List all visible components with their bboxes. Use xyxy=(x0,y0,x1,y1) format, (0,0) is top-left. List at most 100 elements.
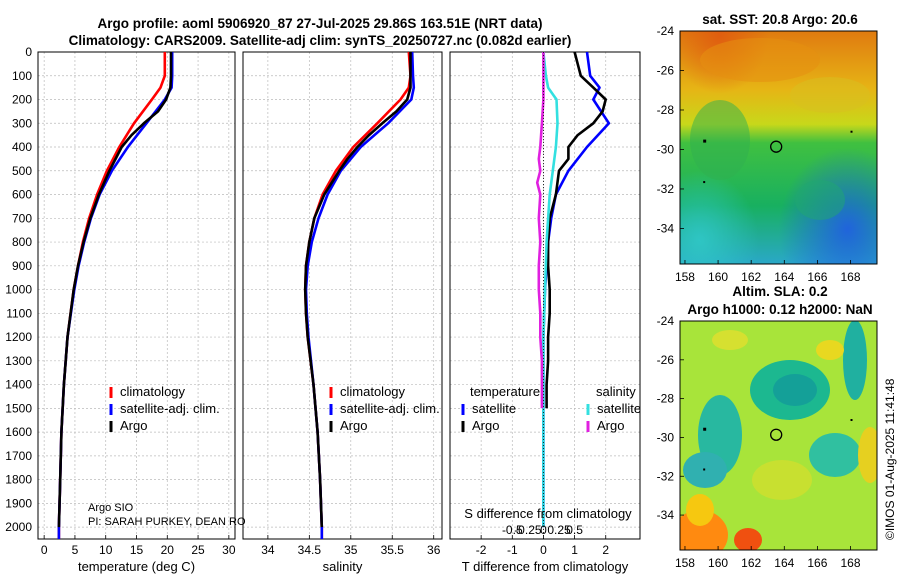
credit-line-2: PI: SARAH PURKEY, DEAN RO xyxy=(88,516,246,528)
land-speck xyxy=(850,419,853,422)
series-line-temperature-argo xyxy=(545,51,608,409)
map-xtick-label: 162 xyxy=(741,556,761,570)
sla-map-title-2: Argo h1000: 0.12 h2000: NaN xyxy=(687,302,872,317)
title-line-1: Argo profile: aoml 5906920_87 27-Jul-202… xyxy=(98,16,543,31)
xtick-label: 35 xyxy=(344,543,358,557)
ytick-label: 200 xyxy=(12,93,32,107)
ytick-label: 1800 xyxy=(5,473,32,487)
ytick-label: 0 xyxy=(25,45,32,59)
map-ytick-label: -32 xyxy=(657,182,675,196)
land-speck xyxy=(703,427,707,431)
legend-label: satellite xyxy=(597,401,641,416)
map-ytick-label: -28 xyxy=(657,392,675,406)
axes-frame xyxy=(37,51,236,540)
legend-label: Argo xyxy=(472,418,499,433)
ytick-label: 1900 xyxy=(5,496,32,510)
xtick-label: 0 xyxy=(540,543,547,557)
temperature-panel: 0100200300400500600700800900100011001200… xyxy=(5,45,236,574)
xtick-label: 2 xyxy=(602,543,609,557)
imos-watermark: ©IMOS 01-Aug-2025 11:41:48 xyxy=(883,378,897,540)
title-line-2: Climatology: CARS2009. Satellite-adj cli… xyxy=(69,33,572,48)
xaxis-label: salinity xyxy=(323,559,363,574)
series-line-salinity-argo xyxy=(535,52,545,409)
ytick-label: 1400 xyxy=(5,378,32,392)
ytick-label: 1100 xyxy=(6,306,32,320)
xtick-label: -2 xyxy=(476,543,487,557)
map-ytick-label: -26 xyxy=(657,63,675,77)
map-xtick-label: 166 xyxy=(807,270,827,284)
xaxis-label: T difference from climatology xyxy=(462,559,629,574)
axes-frame xyxy=(242,51,443,540)
xtick-label: 35.5 xyxy=(381,543,405,557)
legend-group-title: temperature xyxy=(470,384,540,399)
map-ytick-label: -24 xyxy=(657,314,675,328)
secondary-xtick-label: 0 xyxy=(540,523,547,537)
ytick-label: 500 xyxy=(12,164,32,178)
series-line-climatology xyxy=(303,51,412,539)
xtick-label: 20 xyxy=(161,543,175,557)
xtick-label: 34.5 xyxy=(298,543,322,557)
secondary-xtick-label: -0.25 xyxy=(514,523,542,537)
credit-line-1: Argo SIO xyxy=(88,502,134,514)
xtick-label: 34 xyxy=(261,543,275,557)
map-xtick-label: 164 xyxy=(774,270,794,284)
ytick-label: 900 xyxy=(12,259,32,273)
sst-map-title: sat. SST: 20.8 Argo: 20.6 xyxy=(702,12,858,27)
map-ytick-label: -34 xyxy=(657,221,675,235)
legend-label: satellite-adj. clim. xyxy=(120,401,220,416)
ytick-label: 600 xyxy=(12,188,32,202)
series-line-satellite-adj-clim- xyxy=(304,51,416,539)
map-xtick-label: 166 xyxy=(807,556,827,570)
xtick-label: 0 xyxy=(41,543,48,557)
legend-label: satellite-adj. clim. xyxy=(340,401,440,416)
xaxis-label: temperature (deg C) xyxy=(78,559,195,574)
map-xtick-label: 168 xyxy=(840,556,860,570)
map-xtick-label: 168 xyxy=(840,270,860,284)
secondary-xtick-label: 0.5 xyxy=(566,523,583,537)
map-xtick-label: 162 xyxy=(741,270,761,284)
legend-label: satellite xyxy=(472,401,516,416)
series-line-argo xyxy=(303,52,412,528)
legend-label: Argo xyxy=(597,418,624,433)
secondary-xtick-label: 0.25 xyxy=(547,523,571,537)
xtick-label: 15 xyxy=(130,543,144,557)
ytick-label: 700 xyxy=(12,211,32,225)
ytick-label: 1600 xyxy=(5,425,32,439)
sst-map-panel: 158 160 162 164 166 168 -24 -26 -28 -30 -32 -34 xyxy=(657,24,878,284)
ytick-label: 1000 xyxy=(5,283,32,297)
xtick-label: 10 xyxy=(99,543,113,557)
legend-label: Argo xyxy=(340,418,367,433)
xtick-label: 1 xyxy=(571,543,578,557)
legend-label: Argo xyxy=(120,418,147,433)
legend-label: climatology xyxy=(340,384,406,399)
ytick-label: 2000 xyxy=(5,520,32,534)
argo-float-marker xyxy=(770,140,783,153)
sla-field xyxy=(680,321,877,550)
axes-frame xyxy=(449,51,641,540)
difference-panel: -2 -1 0 1 2 T difference from climatology -0.5… xyxy=(449,51,641,574)
sla-map-panel: 158 160 162 164 166 168 -24 -26 -28 -30 -32 -34 xyxy=(657,314,878,570)
map-xtick-label: 158 xyxy=(675,270,695,284)
xtick-label: 5 xyxy=(72,543,79,557)
salinity-panel: 34 34.5 35 35.5 36 salinity climatology satelli… xyxy=(242,51,443,574)
xtick-label: 30 xyxy=(222,543,236,557)
xtick-label: 25 xyxy=(191,543,205,557)
map-xtick-label: 164 xyxy=(774,556,794,570)
map-xtick-label: 158 xyxy=(675,556,695,570)
series-line-argo xyxy=(57,52,173,528)
land-speck xyxy=(703,181,706,184)
map-ytick-label: -30 xyxy=(657,430,675,444)
ytick-label: 1300 xyxy=(5,354,32,368)
ytick-label: 400 xyxy=(12,140,32,154)
map-ytick-label: -34 xyxy=(657,508,675,522)
ytick-label: 1500 xyxy=(5,401,32,415)
map-xtick-label: 160 xyxy=(708,270,728,284)
ytick-label: 1700 xyxy=(5,449,32,463)
map-ytick-label: -32 xyxy=(657,469,675,483)
series-line-salinity-satellite xyxy=(542,51,559,528)
legend-group-title: salinity xyxy=(596,384,636,399)
ytick-label: 800 xyxy=(12,235,32,249)
map-ytick-label: -28 xyxy=(657,103,675,117)
argo-float-marker xyxy=(770,428,783,441)
